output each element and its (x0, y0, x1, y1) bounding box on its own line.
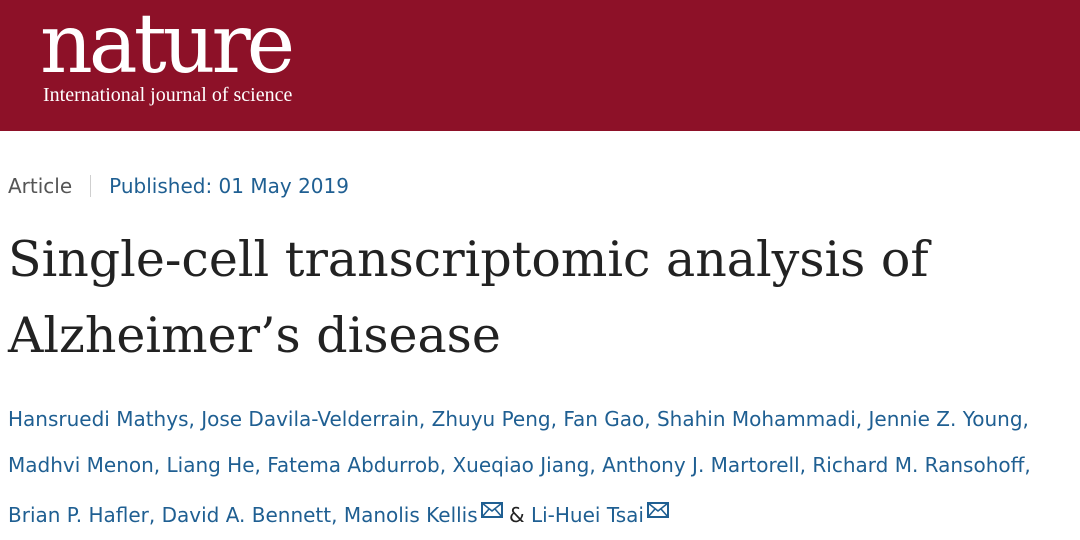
author-link[interactable]: Xueqiao Jiang (452, 453, 590, 477)
author-separator: , (439, 453, 453, 477)
author-separator: , (418, 407, 432, 431)
author-item: David A. Bennett, (162, 503, 344, 527)
author-link[interactable]: Brian P. Hafler (8, 503, 149, 527)
article-meta: Article Published: 01 May 2019 (8, 172, 349, 200)
author-item: Fan Gao, (563, 407, 657, 431)
author-link[interactable]: Liang He (166, 453, 255, 477)
author-item: Brian P. Hafler, (8, 503, 162, 527)
author-link[interactable]: Jennie Z. Young (868, 407, 1023, 431)
author-link[interactable]: Anthony J. Martorell (602, 453, 800, 477)
author-item: Liang He, (167, 453, 268, 477)
mail-icon[interactable] (646, 488, 669, 534)
article-type: Article (8, 174, 73, 198)
author-separator: , (1024, 453, 1031, 477)
masthead: nature International journal of science (0, 0, 1080, 131)
publication-date: Published: 01 May 2019 (109, 174, 349, 198)
author-link[interactable]: Zhuyu Peng (431, 407, 551, 431)
author-separator: , (855, 407, 869, 431)
author-link[interactable]: Li-Huei Tsai (530, 503, 644, 527)
author-item: Jose Davila-Velderrain, (201, 407, 431, 431)
author-item: Richard M. Ransohoff, (812, 453, 1030, 477)
author-link[interactable]: Madhvi Menon (8, 453, 154, 477)
author-item: Jennie Z. Young, (869, 407, 1029, 431)
mail-icon[interactable] (480, 488, 503, 534)
author-separator: , (799, 453, 813, 477)
author-item: Madhvi Menon, (8, 453, 167, 477)
meta-divider (90, 175, 92, 197)
author-item: Li-Huei Tsai (530, 502, 669, 527)
author-item: Xueqiao Jiang, (452, 453, 602, 477)
author-ampersand: & (502, 503, 531, 527)
author-item: Shahin Mohammadi, (657, 407, 869, 431)
author-item: Anthony J. Martorell, (602, 453, 812, 477)
author-link[interactable]: David A. Bennett (161, 503, 332, 527)
author-separator: , (153, 453, 167, 477)
author-link[interactable]: Hansruedi Mathys (8, 407, 189, 431)
author-link[interactable]: Manolis Kellis (343, 503, 478, 527)
author-link[interactable]: Shahin Mohammadi (656, 407, 856, 431)
author-link[interactable]: Richard M. Ransohoff (812, 453, 1025, 477)
author-separator: , (589, 453, 603, 477)
author-separator: , (331, 503, 344, 527)
author-separator: , (148, 503, 162, 527)
nature-logo[interactable]: nature (40, 0, 295, 92)
tagline: International journal of science (43, 84, 293, 106)
author-separator: , (1022, 407, 1029, 431)
article-title: Single-cell transcriptomic analysis of A… (8, 231, 929, 364)
author-separator: , (550, 407, 564, 431)
author-item: Manolis Kellis & (343, 502, 531, 527)
author-link[interactable]: Fan Gao (563, 407, 645, 431)
author-link[interactable]: Jose Davila-Velderrain (201, 407, 419, 431)
author-separator: , (644, 407, 657, 431)
author-link[interactable]: Fatema Abdurrob (267, 453, 440, 477)
author-separator: , (188, 407, 202, 431)
author-separator: , (254, 453, 268, 477)
author-item: Zhuyu Peng, (432, 407, 564, 431)
author-list: Hansruedi Mathys, Jose Davila-Velderrain… (8, 396, 1073, 538)
author-item: Fatema Abdurrob, (267, 453, 452, 477)
author-item: Hansruedi Mathys, (8, 407, 201, 431)
